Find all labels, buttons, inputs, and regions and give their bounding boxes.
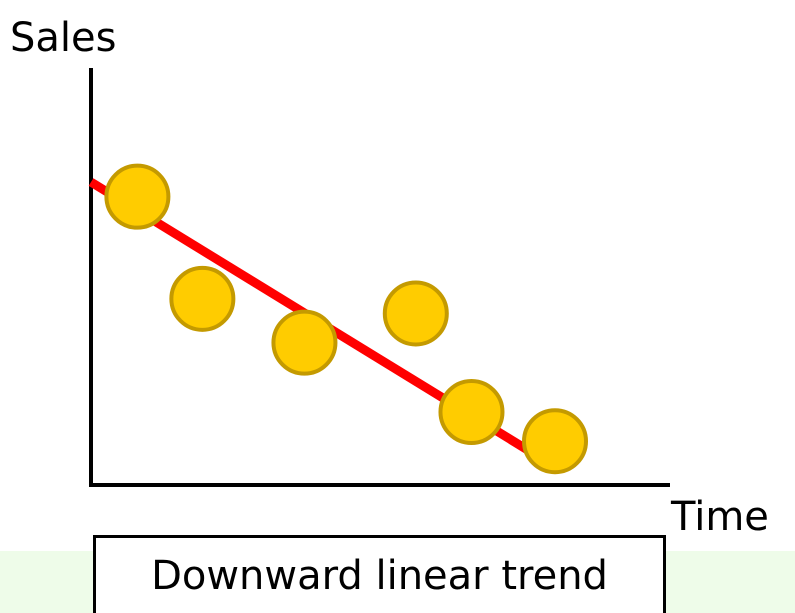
data-point-4 xyxy=(382,280,449,347)
data-point-5 xyxy=(438,379,505,445)
axes xyxy=(89,68,670,487)
y-axis-label: Sales xyxy=(10,15,117,61)
data-points xyxy=(104,163,588,475)
data-point-6 xyxy=(522,408,588,475)
annotation-box: Downward linear trend xyxy=(93,535,666,613)
annotation-text: Downward linear trend xyxy=(151,553,608,599)
x-axis-label: Time xyxy=(671,494,769,540)
data-point-2 xyxy=(169,265,236,332)
data-point-1 xyxy=(104,163,171,230)
data-point-3 xyxy=(271,309,338,376)
